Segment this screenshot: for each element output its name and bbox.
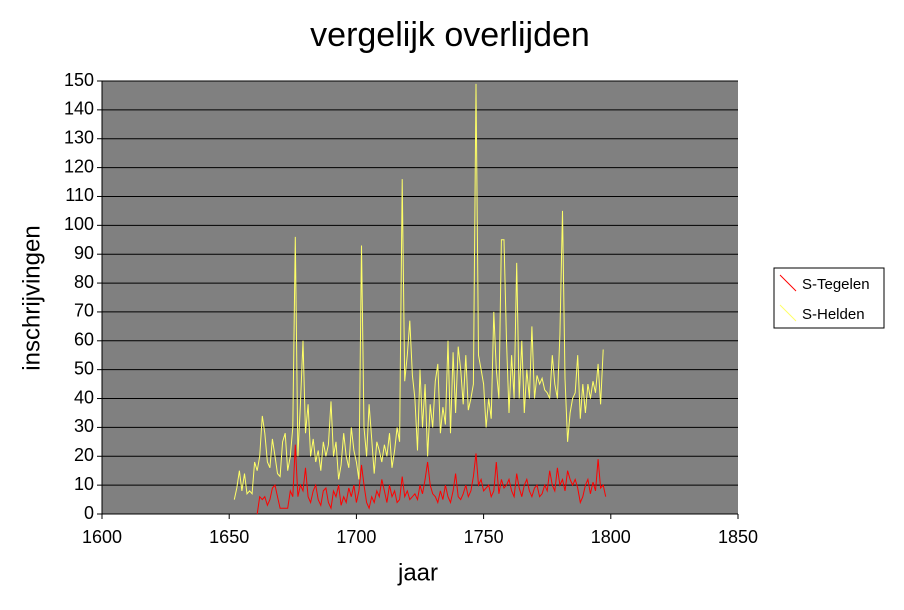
y-tick-label: 30 bbox=[74, 416, 94, 436]
y-tick-label: 110 bbox=[65, 185, 94, 205]
y-tick-label: 90 bbox=[74, 243, 94, 263]
plot-area bbox=[102, 81, 738, 514]
x-axis-label: jaar bbox=[397, 559, 438, 586]
x-tick-label: 1650 bbox=[209, 527, 249, 547]
x-tick-label: 1700 bbox=[336, 527, 376, 547]
legend-label: S-Tegelen bbox=[802, 276, 870, 293]
y-tick-label: 0 bbox=[84, 503, 94, 523]
y-tick-label: 50 bbox=[74, 358, 94, 378]
x-tick-label: 1750 bbox=[464, 527, 504, 547]
y-tick-label: 40 bbox=[74, 387, 94, 407]
x-tick-label: 1600 bbox=[82, 527, 122, 547]
x-tick-label: 1850 bbox=[718, 527, 758, 547]
y-tick-label: 20 bbox=[74, 445, 94, 465]
y-tick-label: 100 bbox=[64, 214, 94, 234]
y-tick-label: 150 bbox=[64, 70, 94, 90]
y-tick-label: 120 bbox=[64, 156, 94, 176]
series-line bbox=[233, 83, 604, 500]
y-tick-label: 80 bbox=[74, 272, 94, 292]
y-tick-label: 130 bbox=[64, 127, 94, 147]
x-tick-label: 1800 bbox=[591, 527, 631, 547]
legend-swatch bbox=[779, 274, 797, 292]
legend-swatch bbox=[779, 304, 797, 322]
y-tick-label: 140 bbox=[64, 99, 94, 119]
y-axis-label: inschrijvingen bbox=[18, 225, 45, 370]
series-line bbox=[256, 444, 607, 515]
y-tick-label: 10 bbox=[74, 474, 94, 494]
y-tick-label: 60 bbox=[74, 330, 94, 350]
legend-label: S-Helden bbox=[802, 306, 865, 323]
y-tick-label: 70 bbox=[74, 301, 94, 321]
chart-title: vergelijk overlijden bbox=[310, 16, 590, 54]
